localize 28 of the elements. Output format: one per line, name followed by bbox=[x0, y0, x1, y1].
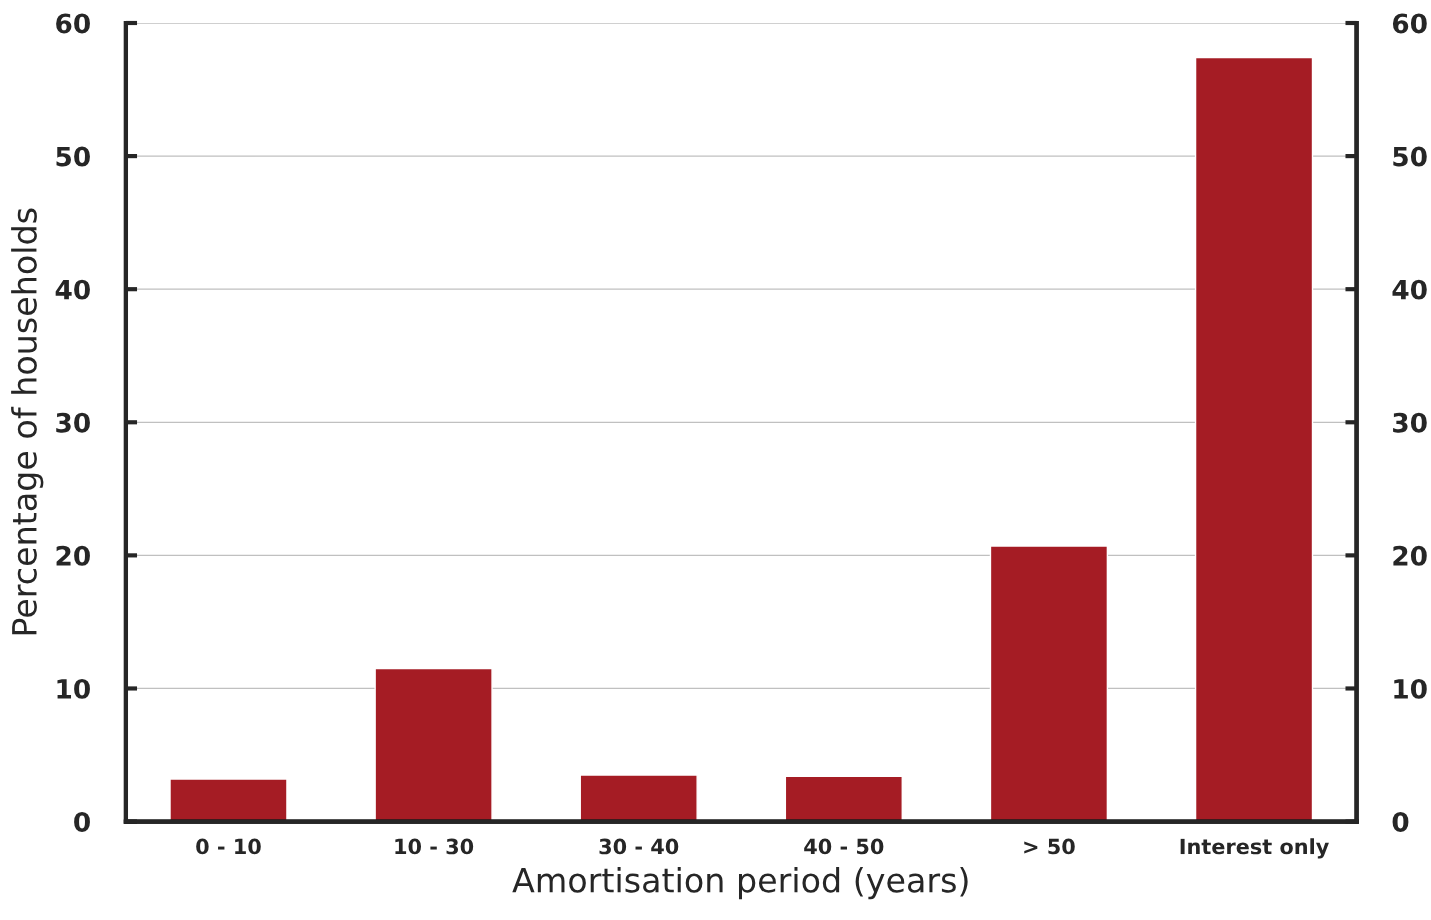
x-tick-label: 0 - 10 bbox=[196, 838, 261, 855]
y-tick-label: 40 bbox=[55, 279, 90, 300]
bar bbox=[1194, 56, 1314, 822]
bar bbox=[989, 545, 1109, 822]
y-tick-label: 30 bbox=[56, 412, 90, 433]
y2-tick-label: 30 bbox=[1393, 412, 1427, 433]
y2-tick-label: 60 bbox=[1392, 13, 1427, 34]
y-axis-title: Percentage of households bbox=[11, 208, 44, 635]
bar bbox=[579, 774, 698, 822]
y-tick-label: 20 bbox=[56, 545, 90, 566]
x-axis-title: Amortisation period (years) bbox=[512, 866, 968, 900]
bar bbox=[169, 778, 288, 822]
x-tick-label: 30 - 40 bbox=[599, 838, 679, 855]
y2-tick-label: 20 bbox=[1393, 545, 1427, 566]
y2-tick-label: 50 bbox=[1393, 146, 1427, 167]
x-tick-label: 40 - 50 bbox=[804, 838, 884, 855]
bar bbox=[374, 667, 493, 822]
y2-tick-label: 40 bbox=[1392, 279, 1427, 300]
y-tick-label: 0 bbox=[74, 812, 90, 832]
bar bbox=[784, 775, 903, 822]
y2-tick-label: 0 bbox=[1392, 812, 1409, 832]
x-tick-label: Interest only bbox=[1180, 838, 1329, 859]
y-tick-label: 50 bbox=[56, 146, 90, 167]
x-tick-label: 10 - 30 bbox=[395, 838, 474, 855]
y-tick-label: 60 bbox=[56, 13, 90, 34]
y2-tick-label: 10 bbox=[1394, 678, 1427, 699]
x-tick-label: > 50 bbox=[1024, 838, 1075, 855]
y-tick-label: 10 bbox=[57, 678, 90, 699]
